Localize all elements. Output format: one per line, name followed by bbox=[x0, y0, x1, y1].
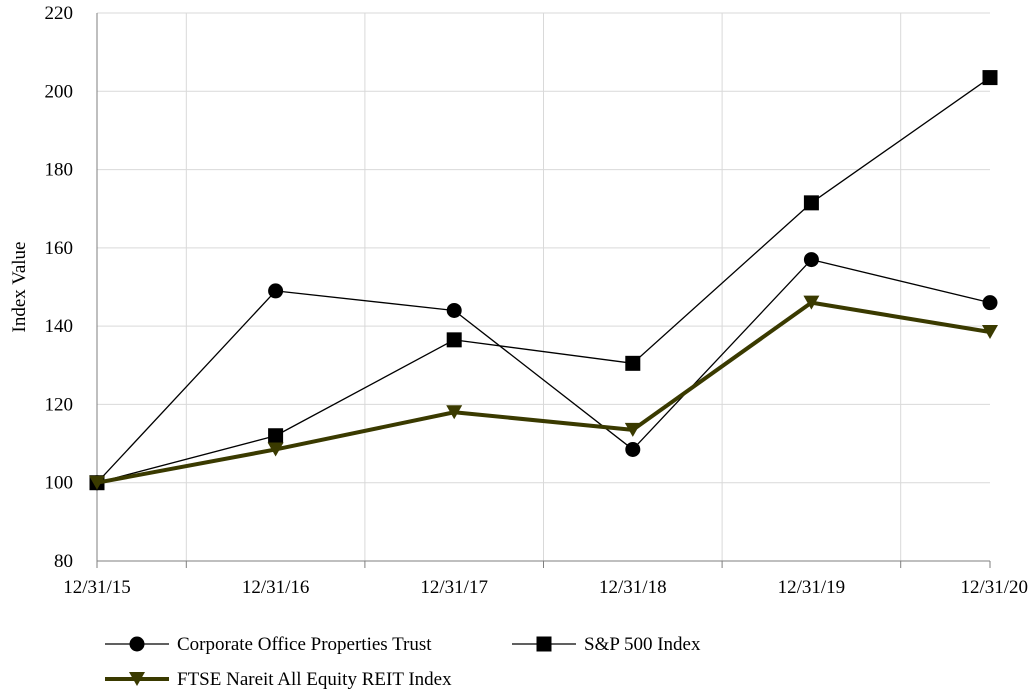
legend-marker-circle bbox=[129, 636, 145, 652]
series-line bbox=[96, 300, 991, 485]
legend-item: Corporate Office Properties Trust bbox=[105, 634, 432, 655]
legend-marker-triangle-down bbox=[129, 672, 145, 686]
x-tick-label: 12/31/18 bbox=[599, 577, 667, 598]
x-tick-label: 12/31/19 bbox=[778, 577, 846, 598]
y-tick-label: 220 bbox=[45, 3, 74, 24]
x-tick-labels: 12/31/15 12/31/16 12/31/17 12/31/18 12/31/19… bbox=[63, 577, 1028, 598]
data-point-square bbox=[446, 332, 462, 348]
series-line bbox=[96, 258, 991, 484]
data-point-circle bbox=[446, 302, 462, 318]
data-point-triangle-down bbox=[982, 325, 998, 340]
y-tick-label: 80 bbox=[54, 551, 73, 572]
x-tick-label: 12/31/20 bbox=[960, 577, 1028, 598]
legend-label: Corporate Office Properties Trust bbox=[177, 634, 432, 655]
y-tick-label: 160 bbox=[45, 238, 74, 259]
gridlines bbox=[97, 12, 990, 561]
data-point-triangle-down bbox=[446, 405, 463, 420]
data-point-triangle-down bbox=[803, 295, 820, 310]
series-line bbox=[96, 77, 991, 484]
legend-item: S&P 500 Index bbox=[512, 634, 701, 655]
x-tick-label: 12/31/15 bbox=[63, 577, 131, 598]
y-tick-label: 120 bbox=[45, 394, 74, 415]
legend-label: FTSE Nareit All Equity REIT Index bbox=[177, 669, 452, 690]
data-point-square bbox=[803, 195, 819, 211]
data-point-circle bbox=[982, 295, 998, 311]
axes bbox=[96, 13, 991, 568]
y-tick-label: 200 bbox=[45, 81, 74, 102]
x-tick-label: 12/31/16 bbox=[242, 577, 310, 598]
y-tick-label: 180 bbox=[45, 160, 74, 181]
y-axis-label: Index Value bbox=[9, 242, 30, 333]
y-tick-labels: 80 100 120 140 160 180 200 220 bbox=[45, 3, 74, 572]
data-point-square bbox=[268, 428, 284, 444]
data-point-triangle-down bbox=[89, 475, 105, 490]
data-point-triangle-down bbox=[267, 442, 284, 457]
series-triangle-down bbox=[89, 295, 998, 490]
y-tick-label: 140 bbox=[45, 316, 74, 337]
data-point-square bbox=[625, 355, 641, 371]
data-point-circle bbox=[268, 283, 284, 299]
series-group bbox=[89, 70, 998, 491]
data-point-circle bbox=[803, 252, 819, 268]
data-point-square bbox=[982, 70, 998, 86]
y-tick-label: 100 bbox=[45, 473, 74, 494]
legend-item: FTSE Nareit All Equity REIT Index bbox=[105, 669, 452, 690]
legend-label: S&P 500 Index bbox=[584, 634, 701, 655]
legend-marker-square bbox=[536, 636, 552, 652]
data-point-triangle-down bbox=[624, 422, 641, 437]
data-point-circle bbox=[625, 441, 641, 457]
x-tick-label: 12/31/17 bbox=[420, 577, 488, 598]
legend: Corporate Office Properties Trust S&P 500… bbox=[105, 634, 701, 690]
